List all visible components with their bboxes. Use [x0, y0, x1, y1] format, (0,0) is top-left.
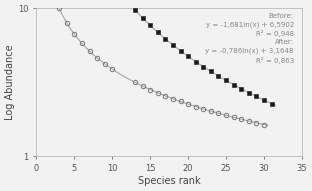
X-axis label: Species rank: Species rank	[138, 176, 201, 186]
Y-axis label: Log Abundance: Log Abundance	[5, 44, 15, 120]
Text: Before:
y = -1,681ln(x) + 6,5902
R² = 0,948
After:
y = -0,786ln(x) + 3,1648
R² =: Before: y = -1,681ln(x) + 6,5902 R² = 0,…	[206, 13, 294, 64]
